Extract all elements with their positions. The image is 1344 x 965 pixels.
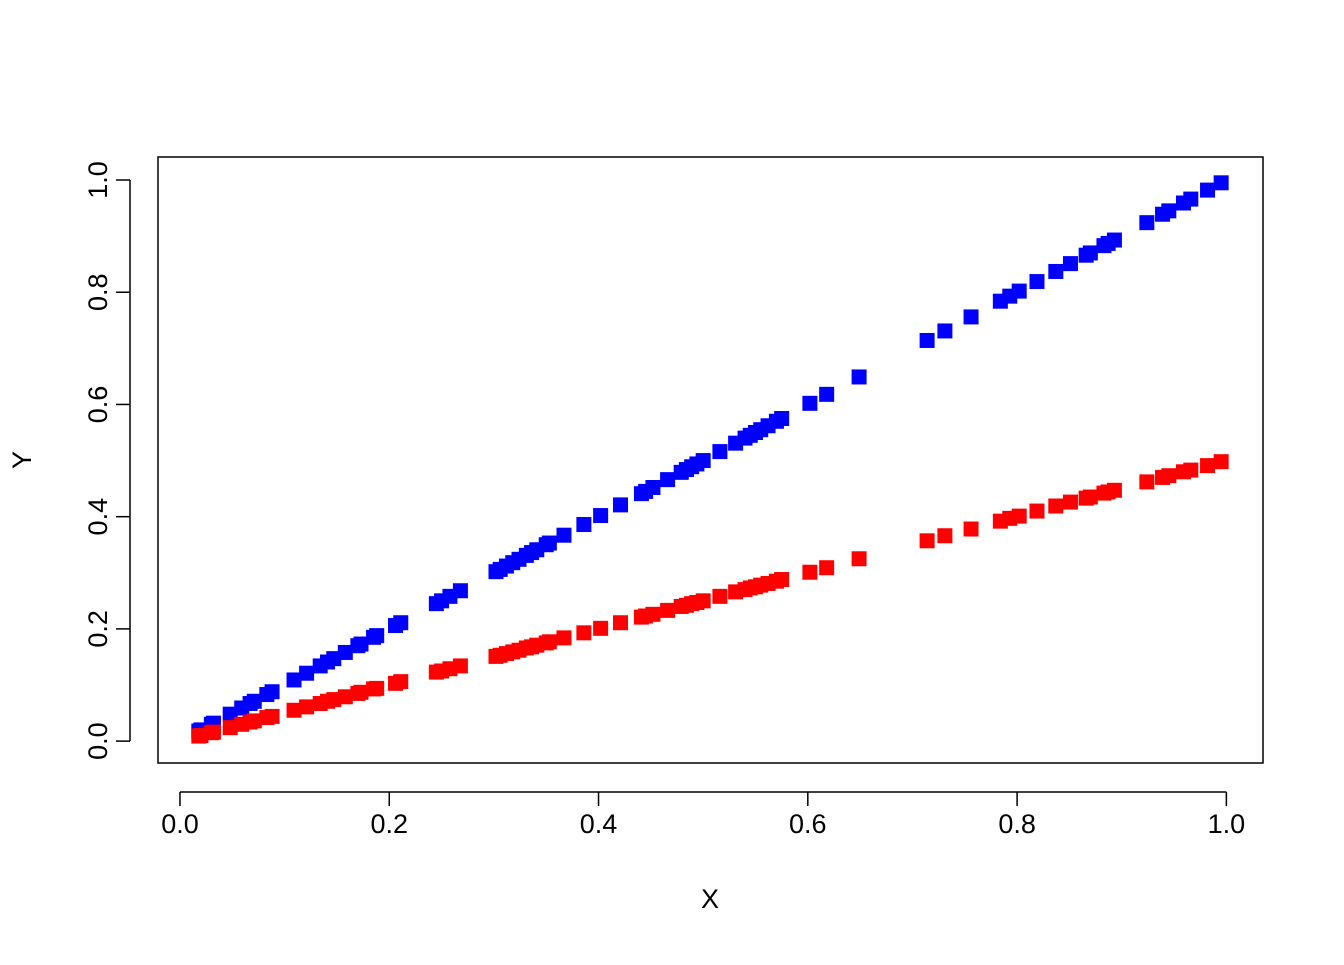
point xyxy=(246,693,262,709)
point xyxy=(556,630,572,646)
point xyxy=(299,665,315,681)
point xyxy=(1161,203,1177,219)
point xyxy=(264,708,280,724)
y-tick-label: 0.2 xyxy=(83,610,113,648)
point xyxy=(1213,454,1229,470)
point xyxy=(353,636,369,652)
point xyxy=(937,528,953,544)
point xyxy=(286,702,302,718)
point xyxy=(576,517,592,533)
y-tick-label: 0.4 xyxy=(83,498,113,536)
point xyxy=(1011,283,1027,299)
point xyxy=(299,699,315,715)
point xyxy=(286,672,302,688)
point xyxy=(712,444,728,460)
x-tick-label: 0.6 xyxy=(789,809,827,839)
point xyxy=(576,625,592,641)
point xyxy=(556,527,572,543)
point xyxy=(660,602,676,618)
point xyxy=(1139,215,1155,231)
y-tick-label: 0.6 xyxy=(83,386,113,424)
point xyxy=(1139,474,1155,490)
point xyxy=(613,615,629,631)
point xyxy=(593,620,609,636)
point xyxy=(613,497,629,513)
point xyxy=(1029,503,1045,519)
point xyxy=(802,395,818,411)
point xyxy=(802,564,818,580)
x-tick-label: 0.2 xyxy=(370,809,408,839)
point xyxy=(452,658,468,674)
point xyxy=(393,615,409,631)
x-tick-label: 1.0 xyxy=(1208,809,1246,839)
point xyxy=(1062,494,1078,510)
point xyxy=(1029,274,1045,290)
point xyxy=(222,706,238,722)
point xyxy=(819,386,835,402)
point xyxy=(1183,462,1199,478)
point xyxy=(222,720,238,736)
point xyxy=(541,535,557,551)
point xyxy=(1082,245,1098,261)
point xyxy=(1183,191,1199,207)
point xyxy=(1213,175,1229,191)
point xyxy=(937,323,953,339)
point xyxy=(246,713,262,729)
y-tick-label: 0.8 xyxy=(83,273,113,311)
point xyxy=(326,651,342,667)
x-tick-label: 0.0 xyxy=(161,809,199,839)
point xyxy=(326,692,342,708)
y-axis-label: Y xyxy=(7,451,37,469)
point xyxy=(393,674,409,690)
x-tick-label: 0.4 xyxy=(580,809,618,839)
point xyxy=(919,332,935,348)
y-tick-label: 1.0 xyxy=(83,161,113,199)
point xyxy=(1200,458,1216,474)
point xyxy=(1048,263,1064,279)
point xyxy=(369,628,385,644)
point xyxy=(660,472,676,488)
point xyxy=(1011,508,1027,524)
point xyxy=(695,593,711,609)
point xyxy=(593,508,609,524)
y-tick-label: 0.0 xyxy=(83,722,113,760)
point xyxy=(645,479,661,495)
x-axis-label: X xyxy=(701,884,719,914)
point xyxy=(963,521,979,537)
point xyxy=(774,572,790,588)
point xyxy=(1106,482,1122,498)
point xyxy=(774,410,790,426)
point xyxy=(264,684,280,700)
x-tick-label: 0.8 xyxy=(998,809,1036,839)
plot-frame xyxy=(157,156,1264,764)
point xyxy=(645,606,661,622)
point xyxy=(819,560,835,576)
point xyxy=(1048,498,1064,514)
point xyxy=(1200,182,1216,198)
point xyxy=(1062,256,1078,272)
point xyxy=(369,680,385,696)
point xyxy=(1161,468,1177,484)
point xyxy=(963,309,979,325)
point xyxy=(1082,489,1098,505)
point xyxy=(1106,232,1122,248)
point xyxy=(337,689,353,705)
point xyxy=(851,551,867,567)
point xyxy=(712,588,728,604)
point xyxy=(353,684,369,700)
point xyxy=(337,644,353,660)
point xyxy=(695,453,711,469)
point xyxy=(452,583,468,599)
point xyxy=(919,533,935,549)
point xyxy=(541,634,557,650)
point xyxy=(205,724,221,740)
point xyxy=(851,369,867,385)
